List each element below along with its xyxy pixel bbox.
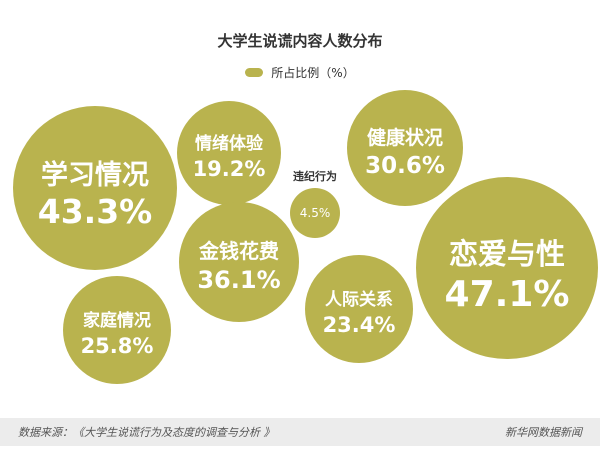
bubble-6 — [63, 276, 171, 384]
bubble-label-6: 家庭情况 — [83, 310, 151, 331]
bubble-5 — [416, 177, 598, 359]
bubble-label-1: 情绪体验 — [195, 133, 264, 154]
legend-label: 所占比例（%） — [271, 66, 355, 80]
bubble-label-7: 人际关系 — [325, 289, 393, 310]
bubble-value-6: 25.8% — [81, 334, 154, 358]
bubble-value-2: 4.5% — [300, 206, 331, 220]
bubble-value-3: 30.6% — [365, 153, 445, 179]
bubble-value-1: 19.2% — [193, 157, 266, 181]
bubble-value-5: 47.1% — [445, 274, 570, 315]
publisher-credit: 新华网数据新闻 — [505, 426, 582, 439]
bubble-value-0: 43.3% — [38, 192, 153, 231]
bubble-value-7: 23.4% — [323, 313, 396, 337]
chart-title: 大学生说谎内容人数分布 — [217, 32, 383, 50]
bubble-1 — [177, 101, 281, 205]
bubble-7 — [305, 255, 413, 363]
bubble-2 — [290, 188, 340, 238]
bubble-label-5: 恋爱与性 — [449, 237, 565, 271]
bubble-4 — [179, 202, 299, 322]
data-source-note: 数据来源：《大学生说谎行为及态度的调查与分析 》 — [18, 426, 275, 439]
bubble-value-4: 36.1% — [197, 266, 280, 294]
bubble-label-3: 健康状况 — [367, 126, 443, 149]
legend-swatch — [245, 68, 264, 77]
legend: 所占比例（%） — [0, 64, 600, 81]
footer-bar: 数据来源：《大学生说谎行为及态度的调查与分析 》 新华网数据新闻 — [0, 418, 600, 446]
bubble-3 — [347, 90, 463, 206]
bubble-label-4: 金钱花费 — [198, 239, 279, 263]
bubble-label-2: 违纪行为 — [293, 169, 337, 183]
bubble-label-0: 学习情况 — [41, 159, 149, 191]
bubble-0 — [13, 106, 177, 270]
